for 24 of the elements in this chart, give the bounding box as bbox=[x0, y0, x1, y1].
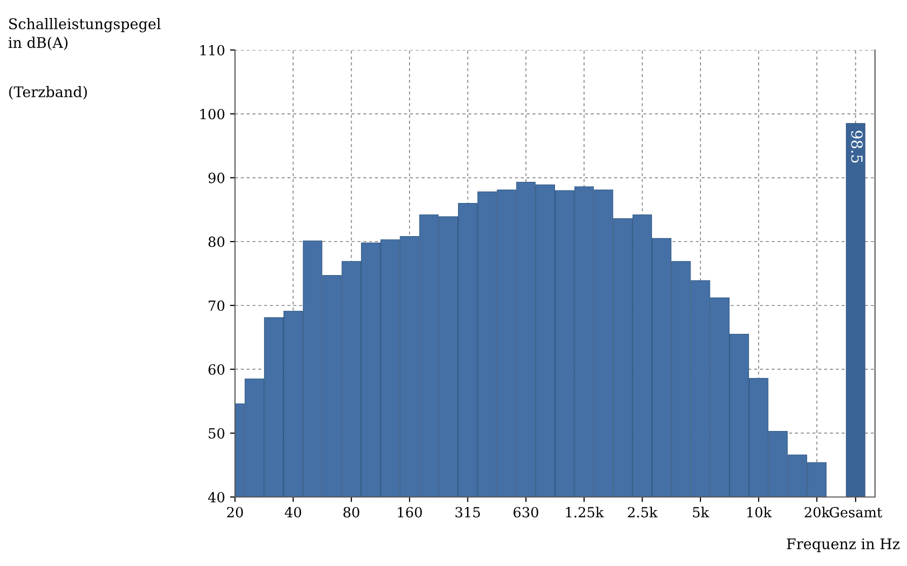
x-tick-label: 315 bbox=[456, 506, 480, 518]
x-tick-label: 40 bbox=[284, 506, 302, 518]
x-tick-label: Gesamt bbox=[830, 506, 882, 518]
y-tick-label: 110 bbox=[200, 44, 224, 56]
y-axis-title: Schallleistungspegel in dB(A) bbox=[8, 18, 161, 50]
y-tick-label: 50 bbox=[208, 428, 224, 439]
x-tick-label: 1.25k bbox=[566, 506, 604, 518]
x-tick-label: 80 bbox=[343, 506, 360, 518]
x-tick-label: 20 bbox=[227, 506, 243, 518]
x-tick-label: 10k bbox=[747, 506, 772, 518]
y-tick-label: 60 bbox=[208, 364, 224, 375]
x-tick-label: 5k bbox=[693, 506, 710, 518]
x-tick-label: 630 bbox=[514, 506, 538, 518]
y-tick-label: 40 bbox=[208, 492, 224, 502]
x-tick-label: 2.5k bbox=[628, 506, 658, 518]
x-axis-title: Frequenz in Hz bbox=[786, 538, 900, 552]
x-tick-label: 160 bbox=[398, 506, 422, 518]
y-tick-label: 80 bbox=[208, 236, 224, 248]
x-tick-label: 20k bbox=[804, 506, 830, 518]
text: (Terzband) bbox=[9, 86, 87, 100]
data-label: 98.5 bbox=[851, 130, 863, 163]
y-tick-label: 70 bbox=[208, 300, 224, 311]
y-tick-label: 100 bbox=[200, 108, 224, 120]
y-tick-label: 90 bbox=[208, 172, 224, 184]
